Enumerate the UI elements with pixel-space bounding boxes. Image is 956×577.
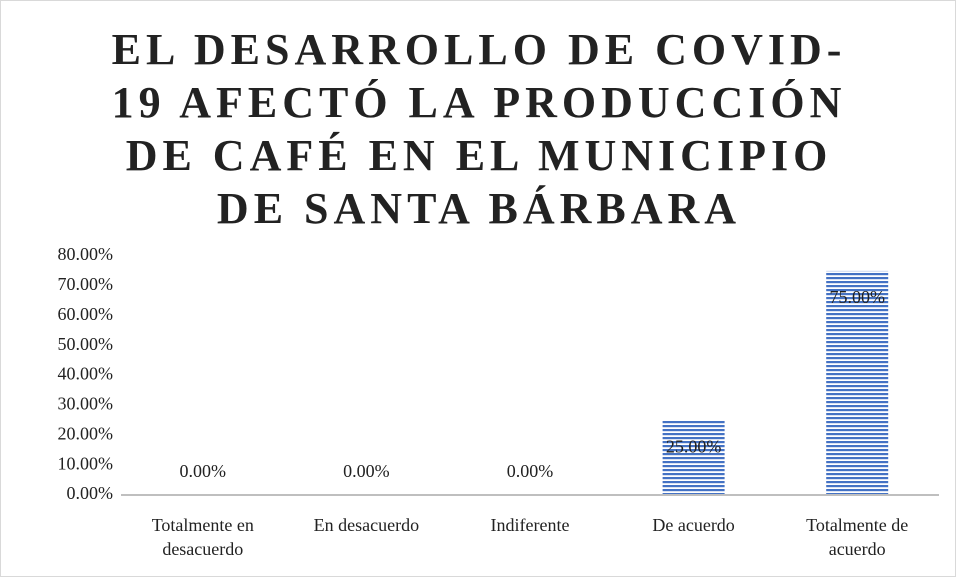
data-label: 75.00% (829, 287, 885, 307)
data-label: 0.00% (180, 461, 227, 481)
bar (826, 270, 889, 495)
data-label: 0.00% (343, 461, 390, 481)
x-tick-label: Indiferente (490, 515, 570, 535)
x-tick-label: Totalmente en desacuerdo (151, 515, 254, 559)
bar (662, 420, 725, 495)
x-tick-label: En desacuerdo (313, 515, 420, 535)
y-tick-label: 40.00% (58, 364, 114, 384)
y-tick-label: 70.00% (58, 274, 114, 294)
y-tick-label: 60.00% (58, 304, 114, 324)
chart-title: EL DESARROLLO DE COVID-19 AFECTÓ LA PROD… (111, 25, 847, 233)
y-tick-label: 30.00% (58, 394, 114, 414)
y-tick-label: 10.00% (58, 453, 114, 473)
y-tick-label: 20.00% (58, 423, 114, 443)
data-label: 25.00% (666, 436, 722, 456)
y-tick-label: 80.00% (58, 244, 114, 264)
y-tick-label: 50.00% (58, 334, 114, 354)
x-tick-label: De acuerdo (652, 515, 735, 535)
y-tick-label: 0.00% (67, 483, 114, 503)
x-tick-label: Totalmente de acuerdo (806, 515, 909, 559)
data-label: 0.00% (507, 461, 554, 481)
